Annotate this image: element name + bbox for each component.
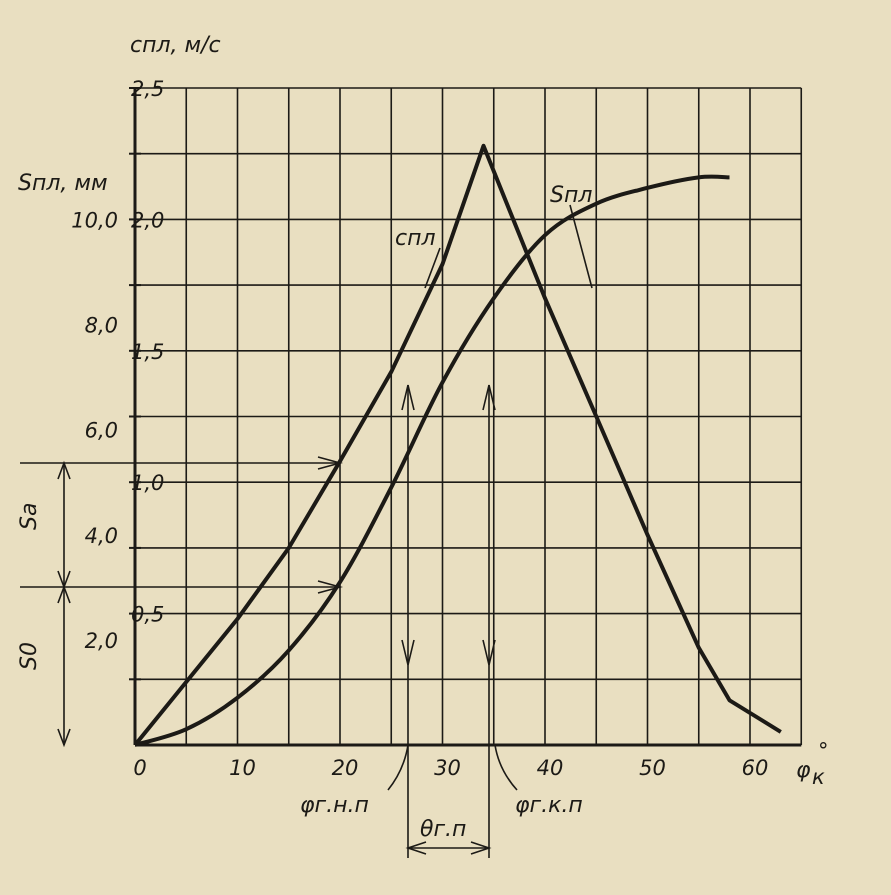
pointer-arrowhead <box>317 456 344 470</box>
y-left-tick-label: 2,0 <box>85 629 118 653</box>
series-label-velocity: cпл <box>395 226 436 251</box>
series-line-displacement <box>134 174 730 747</box>
x-axis-label: φ <box>796 758 811 783</box>
x-tick-label: 40 <box>537 756 564 780</box>
x-axis-label-sub: к <box>812 765 825 789</box>
marker-arrow-down <box>401 639 415 666</box>
theta-arrow-right <box>470 841 492 855</box>
series-curves <box>133 143 782 747</box>
series-line-velocity <box>133 143 782 747</box>
leader-displacement <box>569 204 593 289</box>
y-left-tick-label: 4,0 <box>85 524 118 548</box>
grid <box>129 87 803 747</box>
marker-arrow-up <box>482 384 496 411</box>
theta-arrow-left <box>405 841 427 855</box>
leader-velocity <box>424 247 441 289</box>
series-label-displacement: Sпл <box>550 183 592 208</box>
marker-arrow-up <box>401 384 415 411</box>
label-Sa: Sa <box>17 503 42 530</box>
y-right-tick-label: 1,5 <box>131 340 164 364</box>
y-right-tick-label: 1,0 <box>131 471 164 495</box>
hook-gnp <box>387 744 409 791</box>
x-tick-label: 10 <box>229 756 256 780</box>
dim-arrowhead <box>57 584 71 604</box>
label-phi-gnp: φг.н.п <box>300 793 369 818</box>
x-tick-label: 60 <box>742 756 769 780</box>
pointer-arrowhead <box>317 580 344 594</box>
annotations: cпл Sпл Sa S0 φг.н.п φг.к.п θг.п <box>17 183 593 858</box>
y-right-axis-title: cпл, м/с <box>130 33 221 58</box>
x-tick-label: 30 <box>434 756 461 780</box>
x-tick-label: 0 <box>133 756 146 780</box>
x-tick-label: 20 <box>332 756 359 780</box>
x-tick-label: 50 <box>639 756 666 780</box>
y-right-tick-label: 2,0 <box>131 208 164 232</box>
y-left-tick-label: 8,0 <box>85 314 118 338</box>
label-theta-gp: θг.п <box>420 817 466 842</box>
tick-labels: 0 10 20 30 40 50 60 φ к° 0,5 1,0 1,5 2,0 2,5 2,0 4,0 6,0… <box>18 33 829 789</box>
dim-arrowhead <box>57 460 71 480</box>
hook-gkp <box>494 744 518 791</box>
y-left-tick-label: 10,0 <box>71 208 118 232</box>
y-right-tick-label: 2,5 <box>131 77 164 101</box>
label-S0: S0 <box>17 642 42 670</box>
y-left-tick-label: 6,0 <box>85 419 118 443</box>
label-phi-gkp: φг.к.п <box>515 793 583 818</box>
marker-arrow-down <box>482 639 496 666</box>
y-right-tick-label: 0,5 <box>131 603 164 627</box>
x-axis-label-sup: ° <box>818 739 829 763</box>
y-left-axis-title: Sпл, мм <box>18 171 108 196</box>
dim-arrowhead <box>57 728 71 748</box>
